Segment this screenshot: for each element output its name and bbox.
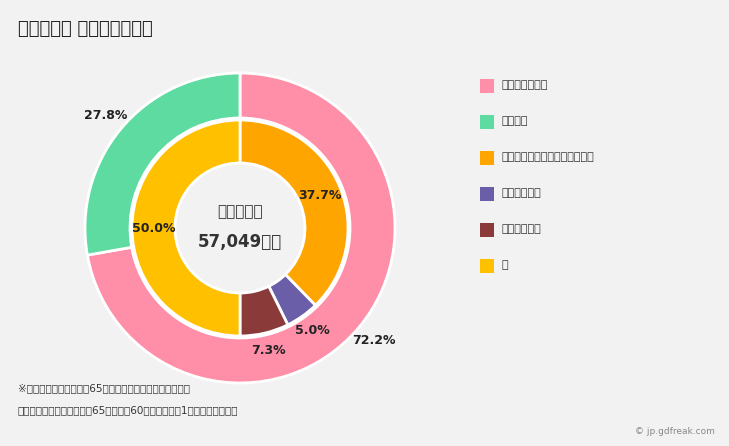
Wedge shape [85,73,240,255]
Text: 57,049世帯: 57,049世帯 [198,233,282,251]
Text: © jp.gdfreak.com: © jp.gdfreak.com [635,428,715,437]
Text: 50.0%: 50.0% [132,222,175,235]
Text: 二人以上の世帯: 二人以上の世帯 [502,80,548,90]
Text: 5.0%: 5.0% [295,324,330,337]
Bar [480,223,494,237]
Text: 計: 計 [502,260,509,270]
Text: ２０２０年 各務原市の世帯: ２０２０年 各務原市の世帯 [18,20,153,38]
Text: ※「高齢単身世帯」とは65歳以上の人一人のみの一般世帯: ※「高齢単身世帯」とは65歳以上の人一人のみの一般世帯 [18,383,190,393]
Bar [480,115,494,129]
Text: 72.2%: 72.2% [352,334,396,347]
Bar [480,259,494,273]
Text: 37.7%: 37.7% [298,189,342,202]
Text: 一般世帯数: 一般世帯数 [217,205,263,219]
Wedge shape [240,120,348,306]
Wedge shape [240,286,288,336]
Text: 高齢単身世帯: 高齢単身世帯 [502,188,542,198]
Bar [480,187,494,201]
Text: 27.8%: 27.8% [84,109,128,122]
Bar [480,151,494,165]
Text: 単身世帯: 単身世帯 [502,116,529,126]
Text: 高齢単身・高齢夫婦以外の世帯: 高齢単身・高齢夫婦以外の世帯 [502,152,595,162]
Text: 7.3%: 7.3% [252,344,286,357]
Wedge shape [87,73,395,383]
Wedge shape [269,275,316,325]
Text: 「高齢夫婦世帯」とは夫65歳以上妻60歳以上の夫婦1組のみの一般世帯: 「高齢夫婦世帯」とは夫65歳以上妻60歳以上の夫婦1組のみの一般世帯 [18,405,238,415]
Bar [480,79,494,93]
Wedge shape [132,120,240,336]
Text: 高齢夫婦世帯: 高齢夫婦世帯 [502,224,542,234]
